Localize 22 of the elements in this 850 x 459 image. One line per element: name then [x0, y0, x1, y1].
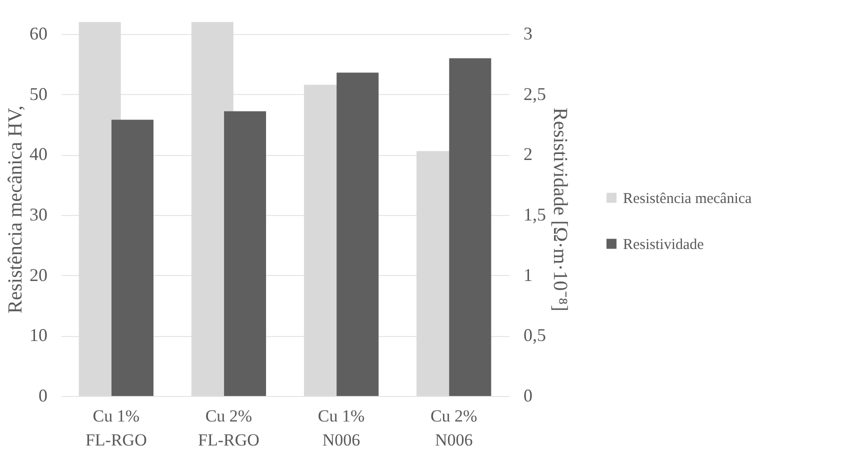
y2-tick-label: 3 — [524, 24, 532, 44]
y-tick-label: 10 — [30, 325, 48, 346]
y-tick-label: 50 — [30, 84, 48, 104]
x-tick-label: Cu 1% N006 — [318, 406, 365, 450]
y2-tick-label: 0 — [524, 386, 532, 406]
x-tick-label: Cu 2% N006 — [430, 406, 478, 450]
y-tick-label: 0 — [38, 386, 48, 406]
y-tick-label: 40 — [30, 144, 48, 164]
y-axis-title: Resistência mecânica HV, — [4, 106, 26, 314]
y-tick-label: 30 — [30, 204, 48, 225]
legend-label: Resistência mecânica — [623, 190, 752, 207]
y2-tick-label: 2,5 — [524, 84, 546, 104]
y2-tick-label: 0,5 — [524, 325, 546, 346]
y-tick-label: 60 — [30, 24, 48, 44]
y2-tick-label: 1 — [524, 264, 532, 285]
legend-label: Resistividade — [623, 236, 704, 253]
y-tick-label: 20 — [30, 264, 48, 285]
x-tick-label: Cu 1% FL-RGO — [85, 406, 147, 450]
y2-tick-label: 2 — [524, 144, 532, 164]
y2-tick-label: 1,5 — [524, 204, 546, 225]
x-tick-label: Cu 2% FL-RGO — [198, 406, 260, 450]
y2-axis-title: Resistividade [Ω·m·10⁻⁸] — [549, 108, 571, 312]
